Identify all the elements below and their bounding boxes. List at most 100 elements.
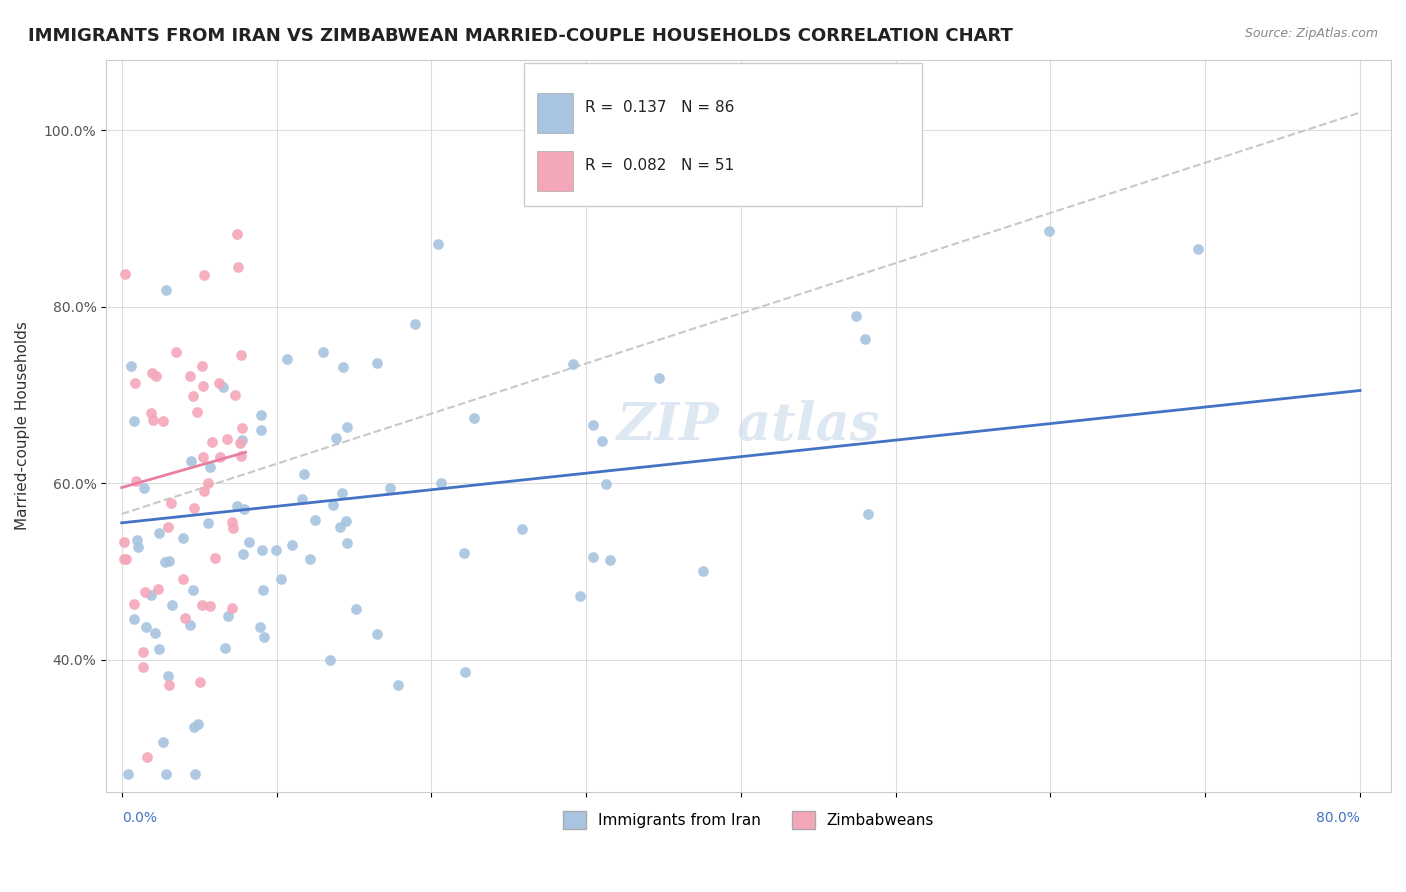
Point: [845, 309, 868, 323]
Point: [582, 418, 605, 433]
Point: [114, 268, 136, 282]
Point: [591, 434, 613, 448]
Point: [648, 371, 671, 385]
Point: [329, 520, 352, 534]
Point: [231, 348, 253, 362]
Point: [155, 767, 177, 781]
Point: [183, 720, 205, 734]
Point: [231, 420, 253, 434]
Point: [146, 582, 169, 597]
Point: [335, 514, 357, 528]
Point: [160, 496, 183, 510]
Point: [183, 501, 205, 516]
Point: [232, 547, 254, 561]
Point: [229, 449, 252, 463]
Point: [204, 550, 226, 565]
Point: [222, 521, 245, 535]
Point: [135, 620, 157, 634]
FancyBboxPatch shape: [537, 93, 572, 133]
Point: [212, 380, 235, 394]
Point: [191, 359, 214, 374]
Point: [122, 414, 145, 428]
Point: [264, 543, 287, 558]
Point: [404, 317, 426, 331]
Point: [322, 498, 344, 512]
Text: Source: ZipAtlas.com: Source: ZipAtlas.com: [1244, 27, 1378, 40]
Point: [145, 626, 167, 640]
Point: [191, 450, 214, 464]
Point: [298, 551, 321, 566]
Point: [281, 538, 304, 552]
Point: [173, 572, 195, 586]
Point: [253, 631, 276, 645]
Point: [124, 475, 146, 489]
Point: [148, 641, 170, 656]
Point: [127, 540, 149, 554]
Point: [157, 554, 180, 568]
Point: [165, 345, 187, 359]
Point: [233, 502, 256, 516]
Point: [117, 767, 139, 781]
Legend: Immigrants from Iran, Zimbabweans: Immigrants from Iran, Zimbabweans: [557, 805, 941, 836]
Point: [191, 599, 214, 613]
Point: [225, 227, 247, 241]
Point: [692, 564, 714, 578]
Point: [330, 485, 353, 500]
Point: [190, 675, 212, 690]
Point: [187, 717, 209, 731]
Point: [378, 481, 401, 495]
Y-axis label: Married-couple Households: Married-couple Households: [15, 321, 30, 530]
Point: [387, 678, 409, 692]
Point: [858, 508, 880, 522]
Point: [193, 483, 215, 498]
Point: [238, 535, 260, 549]
Point: [250, 424, 273, 438]
Text: 80.0%: 80.0%: [1316, 812, 1360, 825]
Point: [120, 359, 142, 374]
Point: [332, 359, 354, 374]
Point: [122, 612, 145, 626]
Point: [249, 619, 271, 633]
Point: [132, 645, 155, 659]
Point: [201, 434, 224, 449]
Point: [173, 610, 195, 624]
Point: [162, 599, 184, 613]
Point: [599, 552, 621, 566]
Point: [125, 533, 148, 547]
Point: [582, 549, 605, 564]
Point: [318, 653, 340, 667]
Point: [155, 283, 177, 297]
Point: [181, 389, 204, 403]
Text: R =  0.082   N = 51: R = 0.082 N = 51: [585, 158, 734, 173]
Point: [229, 435, 252, 450]
Point: [179, 368, 201, 383]
Point: [325, 431, 347, 445]
Text: 0.0%: 0.0%: [122, 812, 156, 825]
Point: [136, 749, 159, 764]
Point: [217, 432, 239, 446]
Point: [142, 413, 165, 427]
Point: [153, 556, 176, 570]
Point: [148, 526, 170, 541]
Point: [430, 475, 453, 490]
Point: [197, 516, 219, 530]
Point: [209, 450, 232, 464]
Point: [145, 368, 167, 383]
Point: [561, 357, 583, 371]
Point: [141, 589, 163, 603]
Point: [221, 516, 243, 530]
Point: [184, 767, 207, 781]
Point: [134, 584, 156, 599]
Point: [250, 542, 273, 557]
Point: [172, 532, 194, 546]
Point: [463, 410, 485, 425]
Point: [112, 535, 135, 549]
Point: [197, 476, 219, 491]
Point: [132, 659, 155, 673]
Point: [221, 601, 243, 615]
Point: [198, 460, 221, 475]
Point: [157, 520, 180, 534]
Point: [426, 237, 449, 252]
Point: [214, 640, 236, 655]
Point: [510, 522, 533, 536]
